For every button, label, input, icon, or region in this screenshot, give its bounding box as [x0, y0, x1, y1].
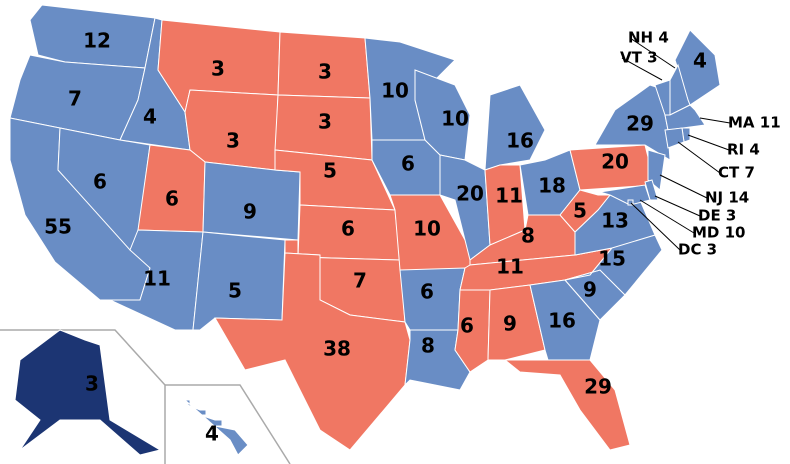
region-label: 10 [413, 217, 441, 241]
region [484, 164, 526, 246]
region-label: 3 [211, 57, 225, 81]
region-label: 11 [495, 184, 523, 208]
region [599, 184, 651, 206]
region-label: 3 [318, 110, 332, 134]
region-label: 5 [323, 159, 337, 183]
region-label: 11 [143, 267, 171, 291]
region-label: 6 [401, 152, 415, 176]
region-label: VT 3 [620, 49, 658, 67]
region [202, 161, 301, 241]
region-label: 8 [421, 334, 435, 358]
region-label: CT 7 [718, 164, 755, 182]
region-label: 9 [583, 278, 597, 302]
region [503, 359, 631, 451]
region-label: 6 [93, 170, 107, 194]
region-label: 13 [601, 209, 629, 233]
region-label: 29 [584, 375, 612, 399]
region-label: 55 [44, 215, 72, 239]
region-label: 6 [460, 314, 474, 338]
leader-line [630, 202, 681, 251]
region [183, 399, 249, 456]
region-label: 4 [143, 105, 157, 129]
region-label: RI 4 [727, 141, 760, 159]
region-label: 18 [538, 174, 566, 198]
region-label: MA 11 [728, 114, 781, 132]
region-label: 10 [381, 79, 409, 103]
region-label: 12 [83, 29, 111, 53]
region-label: 38 [323, 337, 351, 361]
region-label: 6 [165, 187, 179, 211]
region-label: 6 [420, 280, 434, 304]
region-label: 7 [68, 87, 82, 111]
region-label: 5 [228, 279, 242, 303]
region-label: 20 [456, 182, 484, 206]
region-label: 9 [503, 312, 517, 336]
region-label: 16 [548, 309, 576, 333]
region-label: DE 3 [698, 207, 736, 225]
region-label: 4 [205, 422, 219, 446]
region-label: 4 [693, 49, 707, 73]
leader-line [677, 141, 721, 174]
region-label: 20 [601, 150, 629, 174]
region-label: 9 [243, 200, 257, 224]
leader-line [621, 57, 663, 81]
region-label: 3 [226, 129, 240, 153]
region [487, 284, 546, 361]
region-label: MD 10 [692, 224, 745, 242]
region-label: NH 4 [628, 29, 669, 47]
region [564, 234, 663, 296]
leader-line [639, 199, 695, 234]
region-label: 3 [318, 60, 332, 84]
region-label: 29 [626, 112, 654, 136]
region [664, 127, 685, 149]
hawaii-inset-border [165, 384, 291, 464]
region [214, 252, 411, 451]
leader-line [699, 117, 731, 124]
region [669, 63, 691, 116]
region-label: NJ 14 [705, 189, 749, 207]
region-label: 16 [506, 129, 534, 153]
leader-line [687, 134, 730, 151]
leader-line [629, 37, 676, 69]
alaska-inset-border [0, 329, 166, 464]
leader-line [659, 174, 708, 199]
region-label: DC 3 [678, 241, 717, 259]
region-label: 10 [441, 107, 469, 131]
region-label: 6 [341, 217, 355, 241]
region-label: 5 [573, 199, 587, 223]
region-label: 3 [85, 372, 99, 396]
region [484, 84, 546, 171]
region-label: 15 [598, 247, 626, 271]
region [14, 329, 162, 456]
leader-line [654, 195, 701, 217]
region-label: 11 [496, 255, 524, 279]
region-label: 7 [353, 269, 367, 293]
region-label: 8 [521, 224, 535, 248]
